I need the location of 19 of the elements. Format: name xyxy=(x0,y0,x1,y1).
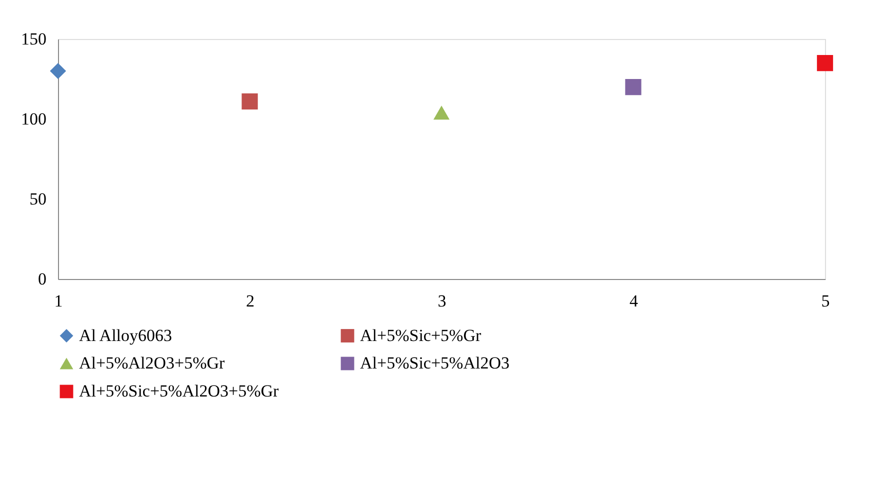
legend-label: Al+5%Sic+5%Al2O3+5%Gr xyxy=(79,382,280,400)
x-tick-label: 3 xyxy=(438,292,446,310)
point xyxy=(433,106,450,120)
legend-label: Al Alloy6063 xyxy=(79,326,172,345)
y-tick-label: 150 xyxy=(21,30,46,48)
y-tick-label: 0 xyxy=(38,270,46,288)
legend-label: Al+5%Sic+5%Gr xyxy=(360,326,482,345)
x-tick-label: 2 xyxy=(246,292,254,310)
y-tick-label: 100 xyxy=(21,110,46,128)
point xyxy=(816,54,834,72)
x-tick-label: 1 xyxy=(54,292,63,310)
x-tick-label: 4 xyxy=(630,292,638,310)
point xyxy=(242,93,258,110)
legend-label: Al+5%Al2O3+5%Gr xyxy=(79,354,226,372)
y-tick-label: 50 xyxy=(30,190,46,208)
point xyxy=(50,62,66,80)
legend-label: Al+5%Sic+5%Al2O3 xyxy=(360,354,510,372)
point xyxy=(625,78,642,96)
x-tick-label: 5 xyxy=(821,292,830,310)
